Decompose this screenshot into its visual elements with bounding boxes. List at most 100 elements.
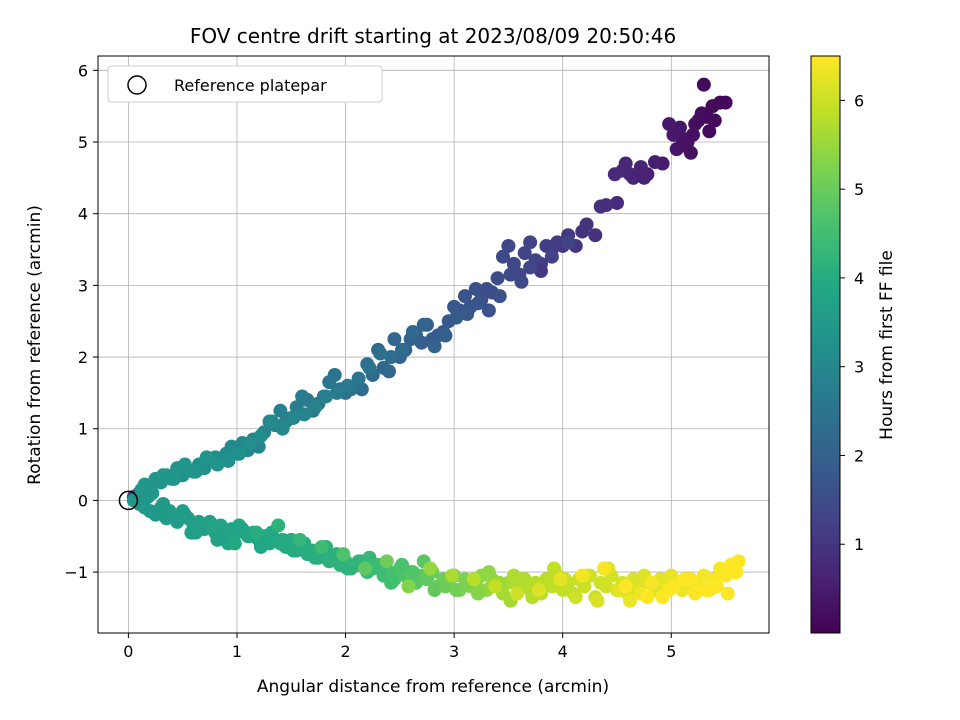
x-tick-label: 5 xyxy=(666,642,676,661)
scatter-point xyxy=(468,281,483,296)
scatter-point xyxy=(590,593,605,608)
scatter-point xyxy=(588,228,603,243)
colorbar-label: Hours from first FF file xyxy=(877,250,897,440)
scatter-point xyxy=(292,532,307,547)
colorbar-tick-label: 2 xyxy=(854,446,864,465)
scatter-point xyxy=(447,299,462,314)
scatter-point xyxy=(492,289,507,304)
scatter-point xyxy=(351,371,366,386)
scatter-point xyxy=(481,303,496,318)
colorbar-tick-label: 1 xyxy=(854,535,864,554)
y-tick-label: 6 xyxy=(78,61,88,80)
scatter-point xyxy=(329,385,344,400)
scatter-point xyxy=(358,561,373,576)
scatter-point xyxy=(514,274,529,289)
colorbar-tick-label: 5 xyxy=(854,180,864,199)
scatter-point xyxy=(479,281,494,296)
legend-label: Reference platepar xyxy=(174,76,327,95)
scatter-point xyxy=(720,586,735,601)
scatter-point xyxy=(340,561,355,576)
scatter-point xyxy=(705,99,720,114)
scatter-point xyxy=(405,324,420,339)
scatter-point xyxy=(438,328,453,343)
x-axis-label: Angular distance from reference (arcmin) xyxy=(257,677,609,697)
scatter-point xyxy=(727,565,742,580)
scatter-point xyxy=(618,156,633,171)
scatter-point xyxy=(471,296,486,311)
y-tick-label: −1 xyxy=(64,563,88,582)
scatter-point xyxy=(495,249,510,264)
scatter-point xyxy=(427,582,442,597)
y-tick-label: 2 xyxy=(78,348,88,367)
scatter-point xyxy=(243,436,258,451)
scatter-point xyxy=(575,224,590,239)
scatter-point xyxy=(705,579,720,594)
scatter-point xyxy=(275,421,290,436)
scatter-point xyxy=(688,586,703,601)
scatter-point xyxy=(696,77,711,92)
scatter-point xyxy=(379,554,394,569)
scatter-point xyxy=(362,360,377,375)
scatter-point xyxy=(210,532,225,547)
scatter-point xyxy=(523,235,538,250)
scatter-point xyxy=(362,550,377,565)
scatter-point xyxy=(308,400,323,415)
x-tick-label: 4 xyxy=(558,642,568,661)
scatter-point xyxy=(167,471,182,486)
scatter-point xyxy=(533,264,548,279)
scatter-point xyxy=(506,256,521,271)
scatter-point xyxy=(384,575,399,590)
scatter-point xyxy=(471,586,486,601)
scatter-point xyxy=(514,572,529,587)
scatter-point xyxy=(544,249,559,264)
scatter-point xyxy=(322,375,337,390)
scatter-point xyxy=(221,453,236,468)
scatter-point xyxy=(599,579,614,594)
plot-frame xyxy=(97,55,770,634)
scatter-point xyxy=(275,532,290,547)
scatter-point xyxy=(286,543,301,558)
scatter-point xyxy=(466,572,481,587)
scatter-point xyxy=(501,238,516,253)
y-tick-label: 3 xyxy=(78,276,88,295)
x-axis-ticks: 0 1 2 3 4 5 xyxy=(123,633,676,661)
scatter-point xyxy=(140,489,155,504)
scatter-point xyxy=(199,450,214,465)
scatter-point xyxy=(232,518,247,533)
scatter-point xyxy=(531,582,546,597)
scatter-point xyxy=(249,525,264,540)
scatter-point xyxy=(376,360,391,375)
scatter-point xyxy=(575,568,590,583)
scatter-point xyxy=(295,389,310,404)
scatter-point xyxy=(666,127,681,142)
scatter-point xyxy=(308,550,323,565)
scatter-point xyxy=(662,582,677,597)
y-axis-label: Rotation from reference (arcmin) xyxy=(25,205,45,485)
colorbar-tick-label: 4 xyxy=(854,269,864,288)
scatter-point xyxy=(387,332,402,347)
scatter-point xyxy=(707,113,722,128)
colorbar-tick-label: 6 xyxy=(854,91,864,110)
scatter-point xyxy=(156,468,171,483)
scatter-point xyxy=(702,124,717,139)
legend-box xyxy=(107,65,383,103)
scatter-point xyxy=(609,195,624,210)
colorbar: 1 2 3 4 5 6 Hours from first FF file xyxy=(810,55,897,634)
x-tick-label: 1 xyxy=(232,642,242,661)
scatter-point xyxy=(718,95,733,110)
scatter-point xyxy=(623,593,638,608)
scatter-point xyxy=(539,238,554,253)
y-axis-ticks: −1 0 1 2 3 4 5 6 xyxy=(64,61,98,582)
scatter-point xyxy=(177,457,192,472)
scatter-point xyxy=(647,155,662,170)
scatter-point xyxy=(683,572,698,587)
scatter-point xyxy=(384,350,399,365)
scatter-point xyxy=(568,590,583,605)
scatter-point xyxy=(227,536,242,551)
scatter-point xyxy=(731,554,746,569)
scatter-point xyxy=(488,579,503,594)
scatter-point xyxy=(297,407,312,422)
scatter-point xyxy=(503,267,518,282)
x-tick-label: 2 xyxy=(340,642,350,661)
chart-title: FOV centre drift starting at 2023/08/09 … xyxy=(190,24,676,48)
